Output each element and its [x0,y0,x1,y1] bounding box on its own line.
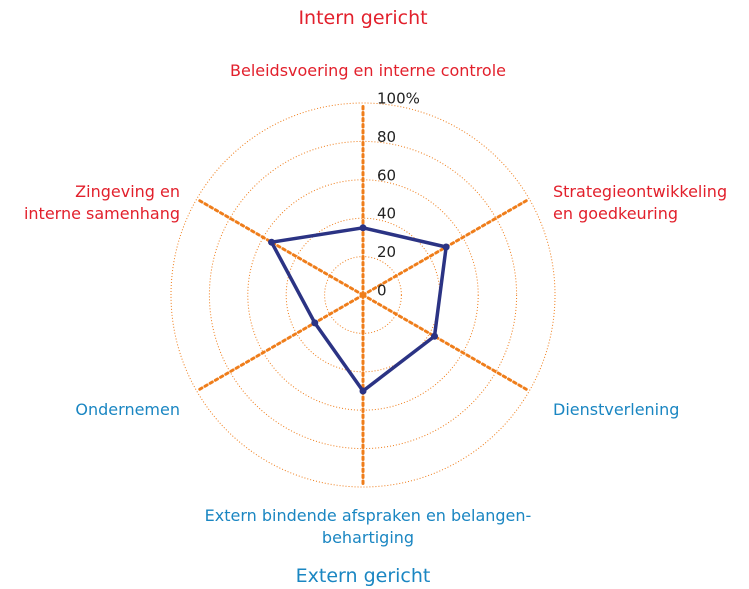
annotation: Intern gericht [298,7,428,29]
series-point [359,224,367,232]
series-point [359,387,367,395]
r-tick-label: 20 [377,243,396,261]
grid-circle [170,102,556,488]
series-point [311,319,319,327]
r-tick-label: 100% [377,90,420,108]
category-label: Extern bindende afspraken en belangen-be… [204,506,532,547]
r-tick-label: 40 [377,205,396,223]
series-point [430,332,438,340]
category-label: Strategieontwikkeling en goedkeuring [553,182,728,223]
r-tick-label: 0 [377,282,387,300]
series-point [268,238,276,246]
r-tick-label: 80 [377,128,396,146]
r-tick-label: 60 [377,166,396,184]
category-label: Zingeving en interne samenhang [23,182,180,223]
category-label: Ondernemen [75,400,180,419]
series-line [269,226,448,393]
axis-spoke [195,293,365,393]
category-label: Beleidsvoering en interne controle [230,61,506,80]
axis-spoke [361,293,531,393]
series-point [442,243,450,251]
axis-spoke [195,197,365,297]
category-label: Dienstverlening [553,400,680,419]
annotation: Extern gericht [295,565,431,587]
